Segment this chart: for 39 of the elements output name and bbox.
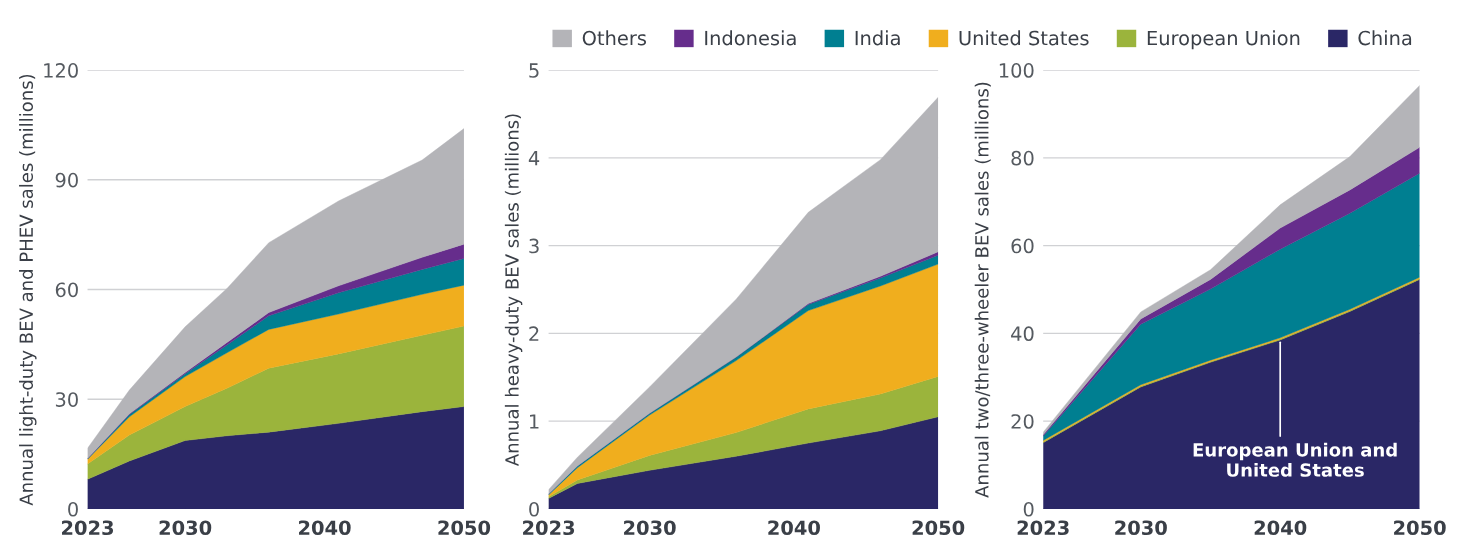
legend-label: Others — [582, 30, 647, 46]
x-tick-label: 2023 — [523, 520, 575, 536]
y-tick-label: 60 — [55, 282, 78, 298]
y-axis-title: Annual light-duty BEV and PHEV sales (millions) — [19, 74, 37, 506]
x-tick-label: 2040 — [299, 520, 351, 536]
y-tick-label: 4 — [528, 151, 540, 166]
y-tick-label: 80 — [1011, 150, 1034, 166]
y-tick-label: 0 — [1023, 501, 1034, 517]
y-tick-label: 1 — [530, 414, 539, 429]
x-tick-label: 2023 — [1017, 520, 1069, 536]
y-tick-label: 60 — [1011, 238, 1034, 254]
x-tick-label: 2030 — [624, 520, 676, 536]
y-tick-label: 120 — [44, 63, 78, 78]
x-tick-label: 2030 — [1115, 520, 1167, 536]
x-tick-label: 2050 — [1394, 520, 1446, 536]
x-tick-label: 2023 — [62, 520, 114, 536]
y-tick-label: 100 — [999, 63, 1034, 78]
x-tick-label: 2050 — [438, 520, 491, 536]
y-tick-label: 40 — [1011, 326, 1034, 342]
legend-label: China — [1358, 30, 1412, 46]
annotation: European Union and United States — [1193, 442, 1397, 477]
y-axis-title: Annual two/three-wheeler BEV sales (millions) — [974, 82, 991, 498]
y-tick-label: 5 — [529, 63, 539, 78]
legend-label: European Union — [1147, 30, 1300, 50]
x-tick-label: 2030 — [159, 520, 212, 536]
x-tick-label: 2050 — [912, 520, 965, 536]
y-tick-label: 2 — [529, 326, 539, 341]
legend-label: India — [855, 30, 900, 46]
y-tick-label: 0 — [529, 501, 539, 517]
y-tick-label: 0 — [68, 501, 78, 517]
y-tick-label: 3 — [529, 238, 539, 254]
y-tick-label: 20 — [1011, 414, 1034, 429]
x-tick-label: 2040 — [1254, 520, 1307, 536]
legend-label: Indonesia — [705, 30, 796, 46]
y-axis-title: Annual heavy-duty BEV sales (millions) — [504, 114, 523, 467]
y-tick-label: 30 — [55, 392, 78, 407]
legend-label: United States — [959, 30, 1089, 46]
y-tick-label: 90 — [55, 172, 78, 188]
x-tick-label: 2040 — [768, 520, 820, 536]
